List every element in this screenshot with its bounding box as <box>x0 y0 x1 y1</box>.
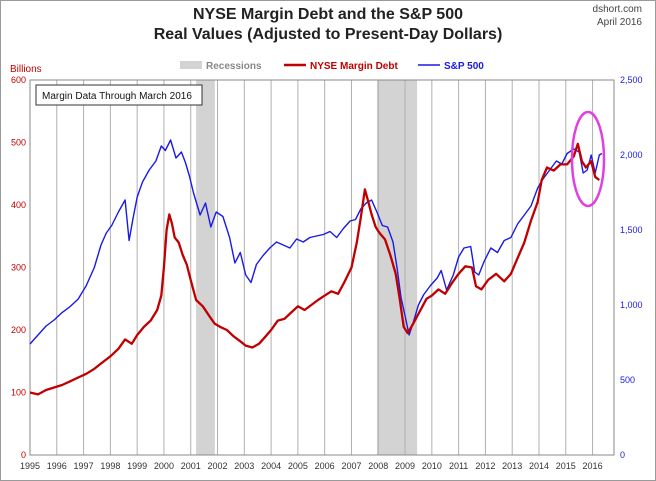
series-line-sp500 <box>29 139 603 345</box>
x-tick-label-2016: 2016 <box>583 461 603 471</box>
axis-labels: 1995 1996 1997 1998 1999 2000 2001 2002 2003 2004… <box>10 64 643 471</box>
annotation-box: Margin Data Through March 2016 <box>35 84 203 106</box>
legend: Recessions NYSE Margin Debt S&P 500 <box>180 61 484 72</box>
y-left-axis-title: Billions <box>10 64 42 75</box>
vertical-gridlines <box>29 80 594 455</box>
source-label: dshort.com <box>592 4 642 15</box>
x-tick-label-2014: 2014 <box>529 461 549 471</box>
legend-label-sp500: S&P 500 <box>444 61 484 72</box>
y-left-tick-label-0: 0 <box>21 450 26 460</box>
y-right-tick-label-2500: 2,500 <box>620 75 643 85</box>
y-left-tick-label-500: 500 <box>11 138 26 148</box>
y-right-tick-label-500: 500 <box>620 375 635 385</box>
chart-title-line1: NYSE Margin Debt and the S&P 500 <box>193 6 463 23</box>
y-left-tick-label-100: 100 <box>11 388 26 398</box>
recession-band-1 <box>196 80 215 455</box>
series-line-margin-debt <box>29 142 600 396</box>
x-tick-label-1997: 1997 <box>74 461 94 471</box>
recession-bands <box>196 80 418 455</box>
date-label: April 2016 <box>596 17 642 28</box>
x-tick-label-2003: 2003 <box>234 461 254 471</box>
y-left-tick-label-400: 400 <box>11 200 26 210</box>
x-tick-label-2006: 2006 <box>315 461 335 471</box>
legend-swatch-recessions <box>180 61 202 69</box>
x-tick-label-2008: 2008 <box>368 461 388 471</box>
x-tick-label-2000: 2000 <box>154 461 174 471</box>
x-tick-label-2012: 2012 <box>475 461 495 471</box>
x-tick-label-2007: 2007 <box>341 461 361 471</box>
x-tick-label-1996: 1996 <box>47 461 67 471</box>
y-left-tick-label-600: 600 <box>11 75 26 85</box>
y-right-tick-label-2000: 2,000 <box>620 150 643 160</box>
x-tick-label-2005: 2005 <box>288 461 308 471</box>
y-right-tick-label-1500: 1,500 <box>620 225 643 235</box>
series-lines <box>29 139 603 396</box>
x-tick-label-2015: 2015 <box>556 461 576 471</box>
y-left-tick-label-200: 200 <box>11 325 26 335</box>
y-right-tick-label-1000: 1,000 <box>620 300 643 310</box>
x-tick-label-2013: 2013 <box>502 461 522 471</box>
x-tick-label-2004: 2004 <box>261 461 281 471</box>
x-tick-label-1998: 1998 <box>100 461 120 471</box>
y-right-tick-label-0: 0 <box>620 450 625 460</box>
legend-label-recessions: Recessions <box>206 61 262 72</box>
x-tick-label-2009: 2009 <box>395 461 415 471</box>
highlight-ellipse <box>570 110 606 208</box>
y-left-tick-label-300: 300 <box>11 263 26 273</box>
legend-label-margin-debt: NYSE Margin Debt <box>310 61 398 72</box>
x-tick-label-1995: 1995 <box>20 461 40 471</box>
annotation-box-border <box>35 84 203 106</box>
x-tick-label-1999: 1999 <box>127 461 147 471</box>
plot-area <box>29 79 615 456</box>
annotation-text: Margin Data Through March 2016 <box>42 91 192 102</box>
x-tick-label-2001: 2001 <box>181 461 201 471</box>
x-tick-label-2011: 2011 <box>449 461 468 471</box>
x-tick-label-2002: 2002 <box>208 461 228 471</box>
chart-title-line2: Real Values (Adjusted to Present-Day Dol… <box>153 26 503 43</box>
x-tick-label-2010: 2010 <box>422 461 442 471</box>
